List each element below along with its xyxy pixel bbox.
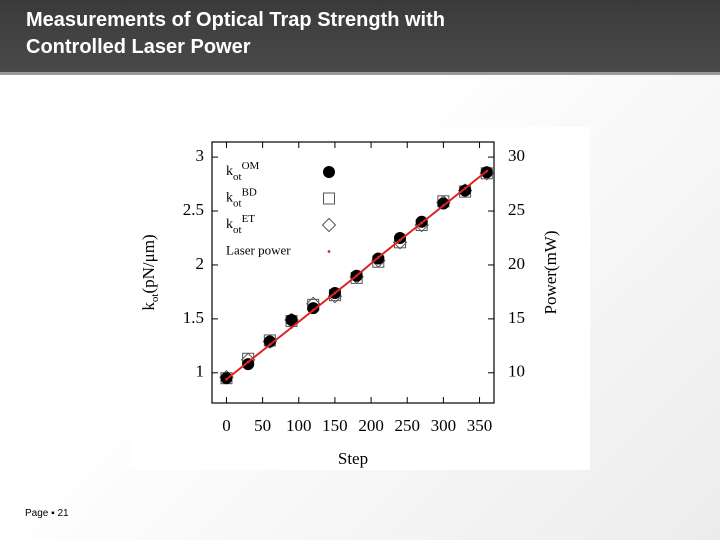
legend-label: kotOM (226, 160, 260, 183)
y-tick-label: 2 (196, 254, 205, 273)
data-point (394, 231, 406, 244)
legend-label: kotBD (226, 186, 257, 209)
legend-marker (321, 217, 337, 233)
y-tick-label: 1 (196, 362, 205, 381)
data-point (290, 326, 293, 329)
x-tick-label: 150 (322, 416, 348, 435)
y2-axis-label: Power(mW) (541, 230, 560, 314)
data-point (225, 377, 228, 381)
legend-marker (323, 192, 335, 205)
data-point (246, 360, 250, 364)
y2-tick-label: 30 (508, 146, 525, 165)
slide-title: Measurements of Optical Trap Strength wi… (26, 9, 445, 58)
data-point (463, 186, 467, 190)
data-point (437, 197, 450, 210)
legend-marker (323, 166, 335, 178)
data-point (285, 313, 298, 326)
data-point (485, 169, 489, 173)
x-tick-label: 200 (358, 416, 384, 435)
x-tick-label: 100 (286, 416, 312, 435)
data-point (263, 335, 276, 348)
data-point (420, 221, 424, 225)
data-point (268, 343, 272, 347)
y2-tick-label: 20 (508, 254, 525, 273)
y-tick-label: 2.5 (183, 200, 204, 219)
x-tick-label: 250 (394, 416, 420, 435)
data-point (441, 204, 445, 208)
data-point (355, 274, 359, 278)
y2-tick-label: 25 (508, 200, 525, 219)
data-point (333, 291, 337, 295)
y-tick-label: 3 (196, 146, 205, 165)
data-point (311, 308, 315, 312)
data-point (398, 238, 402, 242)
legend-marker (327, 250, 331, 253)
data-point (376, 256, 380, 259)
header-bar (0, 0, 720, 75)
data-point (459, 184, 472, 197)
y2-tick-label: 15 (508, 308, 525, 327)
legend-label: Laser power (226, 242, 291, 257)
x-tick-label: 300 (431, 416, 457, 435)
y-tick-label: 1.5 (183, 308, 204, 327)
x-tick-label: 50 (254, 416, 271, 435)
plot-frame (211, 141, 495, 404)
page-footer: Page ▪ 21 (25, 508, 69, 519)
y2-tick-label: 10 (508, 362, 525, 381)
x-tick-label: 350 (467, 416, 493, 435)
chart: 0 50 100 150 200 250 300 350 1 1.5 2 2.5 3 10 15 20 25 30… (130, 127, 590, 470)
x-tick-label: 0 (222, 416, 231, 435)
y-axis-label: kot(pN/μm) (139, 234, 161, 310)
data-point (242, 358, 255, 371)
data-point (307, 302, 320, 315)
x-axis-label: Step (338, 449, 368, 468)
legend-label: kotET (226, 213, 255, 236)
